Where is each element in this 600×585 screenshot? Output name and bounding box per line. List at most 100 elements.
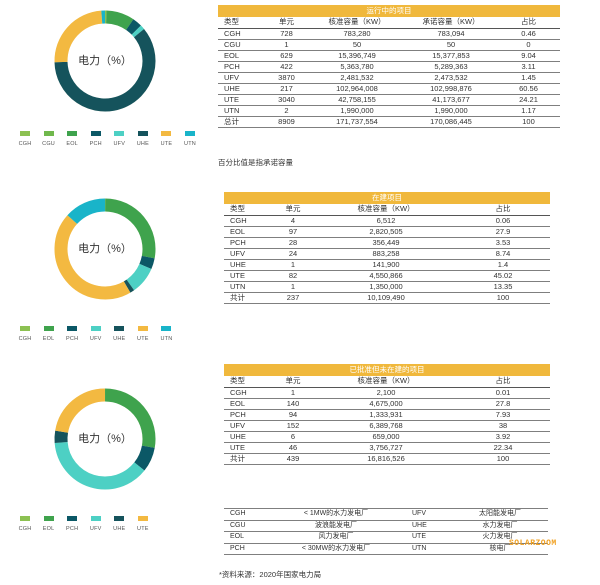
legend-label: PCH <box>89 141 102 147</box>
column-header: 占比 <box>456 376 550 388</box>
column-header: 单元 <box>270 376 316 388</box>
key-code: CGU <box>224 519 266 532</box>
table-row: PCH 94 1,333,931 7.93 <box>224 409 550 421</box>
legend-item-eol: EOL <box>61 131 83 147</box>
table-cell: 共计 <box>224 292 270 304</box>
table-cell: 0 <box>497 39 561 51</box>
table-row: CGH 1 2,100 0.01 <box>224 387 550 399</box>
table-cell: UHE <box>224 259 270 271</box>
legend-item-pch: PCH <box>61 516 83 532</box>
table-cell: 15,396,749 <box>309 50 405 62</box>
key-description: 火力发电厂 <box>452 531 548 543</box>
legend-swatch <box>137 131 148 136</box>
legend-label: CGU <box>42 141 55 147</box>
legend-swatch <box>161 131 172 136</box>
table-cell: 38 <box>456 420 550 432</box>
donut-chart-under-construction: 电力（%） <box>50 194 160 304</box>
legend-label: UTN <box>160 336 173 342</box>
legend-swatch <box>67 516 78 521</box>
table-row: UTE 82 4,550,866 45.02 <box>224 270 550 282</box>
table-cell: EOL <box>218 50 264 62</box>
table-cell: UFV <box>224 248 270 260</box>
solarzoom-watermark: SOLARZOOM <box>509 539 557 548</box>
table-cell: 2,473,532 <box>405 72 497 84</box>
table-cell: 13.35 <box>456 281 550 293</box>
table-cell: 10,109,490 <box>316 292 456 304</box>
key-description: < 1MW的水力发电厂 <box>266 508 406 520</box>
legend-swatch <box>90 131 101 136</box>
donut-slice-uhe <box>123 279 135 293</box>
table-cell: 60.56 <box>497 83 561 95</box>
table-cell: 100 <box>497 116 561 128</box>
key-description: 核电厂 <box>452 542 548 555</box>
legend-label: UFV <box>113 141 126 147</box>
table-cell: 1.45 <box>497 72 561 84</box>
table-cell: 783,094 <box>405 28 497 40</box>
table-cell: 6 <box>270 431 316 443</box>
table-header-row: 类型 单元 核准容量（KW） 占比 <box>224 376 550 388</box>
legend-item-cgu: CGU <box>38 131 60 147</box>
table-cell: 4,550,866 <box>316 270 456 282</box>
legend-swatch <box>43 326 54 331</box>
table-cell: 100 <box>456 453 550 465</box>
table-cell: 1.4 <box>456 259 550 271</box>
table-cell: 42,758,155 <box>309 94 405 106</box>
column-header: 类型 <box>218 17 264 29</box>
legend-item-uhe: UHE <box>108 326 130 342</box>
key-description: 太阳能发电厂 <box>452 508 548 520</box>
legend-item-ufv: UFV <box>108 131 130 147</box>
legend-item-eol: EOL <box>38 516 60 532</box>
key-description: < 30MW的水力发电厂 <box>266 542 406 555</box>
column-header: 核准容量（KW） <box>316 204 456 216</box>
table-cell: 46 <box>270 442 316 454</box>
table-cell: PCH <box>224 409 270 421</box>
legend-label: UFV <box>89 336 102 342</box>
table-cell: 883,258 <box>316 248 456 260</box>
donut-slice-utn <box>67 198 106 225</box>
donut-svg-approved-not-started <box>54 388 156 490</box>
table-cell: 141,900 <box>316 259 456 271</box>
table-cell: EOL <box>224 226 270 238</box>
table-cell: UTE <box>224 442 270 454</box>
table-row: CGU 1 50 50 0 <box>218 39 561 51</box>
donut-svg-operating <box>54 10 156 112</box>
table-cell: 8.74 <box>456 248 550 260</box>
table-row: CGH 728 783,280 783,094 0.46 <box>218 28 561 40</box>
legend-item-eol: EOL <box>38 326 60 342</box>
donut-slice-pch <box>125 19 141 35</box>
legend-swatch <box>20 131 30 136</box>
table-row: CGH 4 6,512 0.06 <box>224 215 550 227</box>
legend-swatch <box>161 326 172 331</box>
table-cell: UTN <box>218 105 264 117</box>
legend-item-cgh: CGH <box>14 131 36 147</box>
table-row: UTE 3040 42,758,155 41,173,677 24.21 <box>218 94 561 106</box>
key-description: 风力发电厂 <box>266 531 406 543</box>
legend-label: CGH <box>18 526 32 532</box>
key-description: 波浪能发电厂 <box>266 519 406 532</box>
table-row: UTN 2 1,990,000 1,990,000 1.17 <box>218 105 561 117</box>
table-cell: 3.92 <box>456 431 550 443</box>
table-cell: 0.46 <box>497 28 561 40</box>
legend-label: UTE <box>137 336 149 342</box>
legend-item-uhe: UHE <box>132 131 154 147</box>
table-row: UTE 46 3,756,727 22.34 <box>224 442 550 454</box>
legend-operating: CGH CGU EOL PCH UFV UHE UTE UTN <box>14 131 204 153</box>
table-cell: 152 <box>270 420 316 432</box>
table-cell: 3,756,727 <box>316 442 456 454</box>
table-cell: 7.93 <box>456 409 550 421</box>
table-row: UTN 1 1,350,000 13.35 <box>224 281 550 293</box>
key-description: 水力发电厂 <box>452 519 548 532</box>
table-cell: 659,000 <box>316 431 456 443</box>
table-row: UFV 152 6,389,768 38 <box>224 420 550 432</box>
donut-center-label: 电力（%） <box>78 55 132 67</box>
table-cell: 2 <box>264 105 309 117</box>
legend-label: UTE <box>160 141 173 147</box>
table-cell: 171,737,554 <box>309 116 405 128</box>
donut-center-label: 电力（%） <box>78 243 132 255</box>
table-cell: 82 <box>270 270 316 282</box>
legend-item-ute: UTE <box>132 326 154 342</box>
table-header-row: 类型 单元 核准容量（KW） 承诺容量（KW） 占比 <box>218 17 561 29</box>
legend-item-utn: UTN <box>179 131 201 147</box>
table-cell: 28 <box>270 237 316 249</box>
legend-item-ute: UTE <box>155 131 177 147</box>
